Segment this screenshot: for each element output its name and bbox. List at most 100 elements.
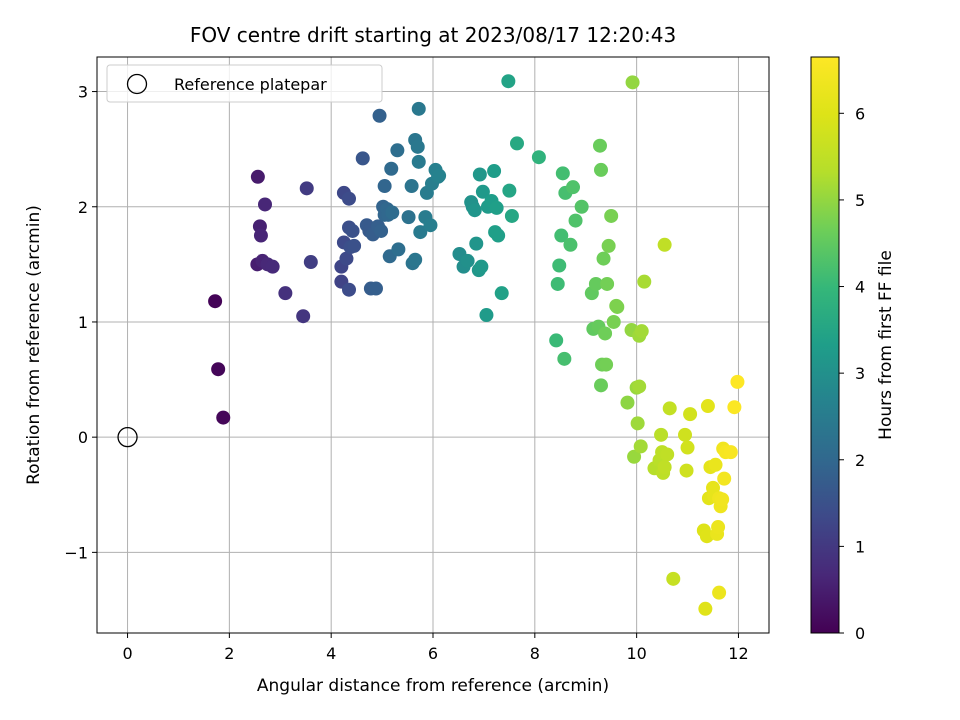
colorbar-tick-label: 6 xyxy=(855,104,865,123)
data-point xyxy=(489,200,504,215)
data-point xyxy=(467,203,482,218)
data-point xyxy=(594,378,608,393)
data-point xyxy=(372,108,387,123)
data-point xyxy=(632,379,647,394)
data-point xyxy=(408,252,423,267)
x-tick-label: 8 xyxy=(530,644,540,663)
data-point xyxy=(594,162,608,177)
x-axis-label: Angular distance from reference (arcmin) xyxy=(257,676,609,696)
data-point xyxy=(423,218,438,233)
y-tick-label: 3 xyxy=(78,83,88,102)
data-points xyxy=(208,74,745,616)
colorbar-tick-label: 4 xyxy=(855,278,865,297)
data-point xyxy=(460,253,475,268)
data-point xyxy=(604,208,619,223)
data-point xyxy=(555,166,570,181)
y-tick-label: 1 xyxy=(78,313,88,332)
x-axis-ticks: 0 2 4 6 8 10 12 xyxy=(122,633,749,663)
data-point xyxy=(479,308,494,323)
data-point xyxy=(600,276,615,291)
reference-platepar-marker xyxy=(117,427,138,448)
data-point xyxy=(377,179,392,194)
data-point xyxy=(657,460,672,475)
x-tick-label: 6 xyxy=(428,644,438,663)
data-point xyxy=(494,286,509,301)
data-point xyxy=(265,259,280,274)
data-point xyxy=(554,228,569,243)
data-point xyxy=(211,362,226,377)
x-tick-label: 0 xyxy=(122,644,132,663)
data-point xyxy=(730,374,745,389)
data-point xyxy=(599,357,614,372)
data-point xyxy=(531,150,546,165)
data-point xyxy=(606,314,621,329)
data-point xyxy=(601,238,616,253)
data-point xyxy=(660,447,675,462)
data-point xyxy=(717,471,732,486)
data-point xyxy=(654,427,669,442)
data-point xyxy=(502,183,517,198)
data-point xyxy=(355,151,370,166)
data-point xyxy=(634,324,649,339)
data-point xyxy=(299,181,314,196)
legend-entry-reference: Reference platepar xyxy=(174,75,327,94)
colorbar-tick-label: 0 xyxy=(855,624,865,643)
data-point xyxy=(596,251,611,266)
data-point xyxy=(679,463,694,478)
data-point xyxy=(563,237,578,252)
colorbar xyxy=(810,56,840,634)
data-point xyxy=(678,427,692,442)
y-tick-label: 0 xyxy=(78,428,88,447)
data-point xyxy=(552,258,567,273)
data-point xyxy=(303,255,318,270)
data-point xyxy=(401,210,416,225)
data-point xyxy=(501,74,516,89)
data-point xyxy=(410,139,425,154)
data-point xyxy=(504,208,519,223)
data-point xyxy=(557,351,572,366)
y-tick-label: 2 xyxy=(78,198,88,217)
data-point xyxy=(469,236,484,251)
data-point xyxy=(592,138,607,153)
data-point xyxy=(550,276,565,291)
data-point xyxy=(391,242,406,257)
data-point xyxy=(712,585,727,600)
legend-box xyxy=(106,64,383,103)
data-point xyxy=(411,101,426,116)
data-point xyxy=(374,223,389,238)
data-point xyxy=(723,445,738,460)
y-axis-label: Rotation from reference (arcmin) xyxy=(24,205,44,485)
legend-reference-marker xyxy=(126,73,148,95)
data-point xyxy=(342,282,356,297)
data-point xyxy=(253,228,268,243)
y-axis-ticks: −1 0 1 2 3 xyxy=(64,83,97,562)
data-point xyxy=(296,309,311,324)
data-point xyxy=(588,276,603,291)
data-point xyxy=(566,180,580,195)
grid xyxy=(97,57,769,633)
data-point xyxy=(385,205,400,220)
data-point xyxy=(487,164,502,179)
data-point xyxy=(633,439,648,454)
data-point xyxy=(342,191,356,206)
data-point xyxy=(250,169,265,184)
data-point xyxy=(715,492,730,507)
data-point xyxy=(657,237,672,252)
data-point xyxy=(711,520,726,535)
data-point xyxy=(278,286,293,301)
colorbar-tick-label: 5 xyxy=(855,191,865,210)
colorbar-label: Hours from first FF file xyxy=(876,250,896,440)
data-point xyxy=(574,199,589,214)
legend: Reference platepar xyxy=(106,64,383,103)
data-point xyxy=(683,407,698,422)
data-point xyxy=(413,225,428,240)
data-point xyxy=(475,184,490,199)
data-point xyxy=(510,136,524,151)
colorbar-tick-label: 3 xyxy=(855,364,865,383)
data-point xyxy=(620,395,635,410)
colorbar-tick-label: 1 xyxy=(855,537,865,556)
data-point xyxy=(404,179,419,194)
data-point xyxy=(339,251,354,266)
x-tick-label: 12 xyxy=(728,644,748,663)
